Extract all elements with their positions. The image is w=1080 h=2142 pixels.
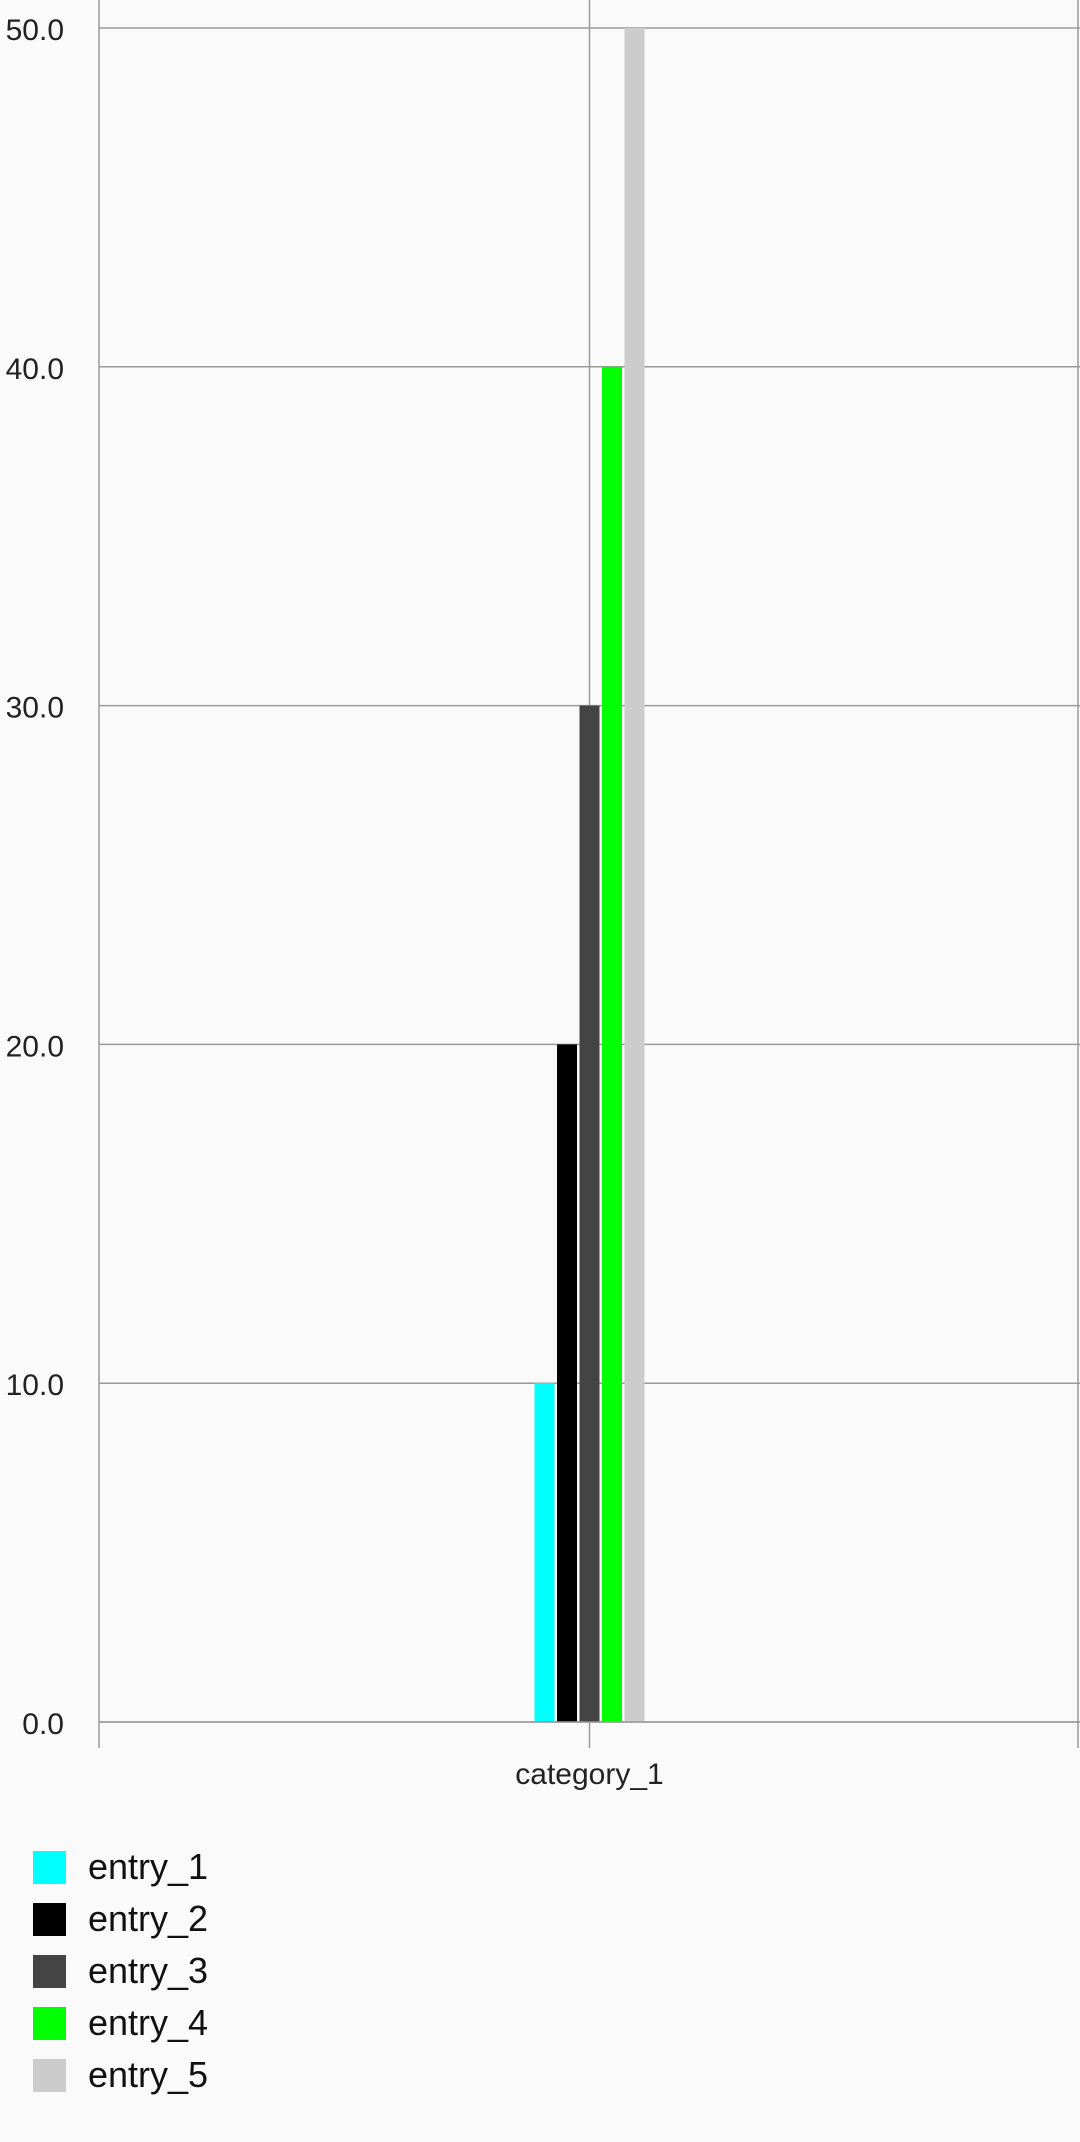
bar-entry-3 <box>579 705 600 1722</box>
legend-item: entry_3 <box>33 1945 208 1997</box>
x-tick-label: category_1 <box>515 1758 663 1791</box>
legend-swatch <box>33 2058 66 2092</box>
y-tick-label: 20.0 <box>6 1030 64 1063</box>
x-axis-tick-labels: category_1 <box>515 1758 663 1791</box>
legend-item: entry_4 <box>33 1997 208 2049</box>
y-tick-label: 0.0 <box>22 1708 64 1741</box>
chart-legend: entry_1 entry_2 entry_3 entry_4 entry_5 <box>33 1841 208 2101</box>
legend-swatch <box>33 1850 66 1884</box>
y-tick-label: 40.0 <box>6 353 64 386</box>
legend-swatch <box>33 2006 66 2040</box>
y-tick-label: 10.0 <box>6 1369 64 1402</box>
legend-item: entry_1 <box>33 1841 208 1893</box>
legend-label: entry_1 <box>88 1846 209 1887</box>
legend-label: entry_3 <box>88 1950 209 1991</box>
axes <box>98 0 1080 1748</box>
legend-label: entry_5 <box>88 2054 209 2095</box>
legend-label: entry_4 <box>88 2002 209 2043</box>
legend-item: entry_2 <box>33 1893 208 1945</box>
legend-swatch <box>33 1902 66 1936</box>
bar-entry-2 <box>557 1044 577 1722</box>
legend-swatch <box>33 1954 66 1988</box>
legend-item: entry_5 <box>33 2049 208 2101</box>
bar-entry-1 <box>534 1383 555 1722</box>
bar-chart: 0.0 10.0 20.0 30.0 40.0 50.0 category_1 <box>6 0 1080 1791</box>
y-tick-label: 30.0 <box>6 692 64 725</box>
bar-entry-5 <box>624 28 645 1722</box>
bar-group <box>534 28 645 1722</box>
y-tick-label: 50.0 <box>6 14 64 47</box>
legend-label: entry_2 <box>88 1898 209 1939</box>
y-axis-tick-labels: 0.0 10.0 20.0 30.0 40.0 50.0 <box>6 14 64 1741</box>
bar-entry-4 <box>602 366 622 1722</box>
